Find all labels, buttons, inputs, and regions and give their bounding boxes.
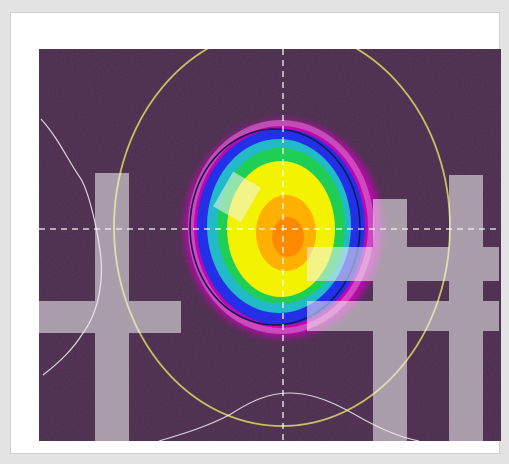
image-frame: [10, 12, 501, 454]
watermark-icon: [39, 171, 499, 441]
beam-hot-center: [272, 217, 304, 257]
beam-halo-speckle: [188, 120, 374, 334]
beam-profile-image: [39, 49, 501, 441]
dark-contour-ellipse: [189, 128, 361, 326]
beam-profile-viewport: [39, 49, 501, 441]
